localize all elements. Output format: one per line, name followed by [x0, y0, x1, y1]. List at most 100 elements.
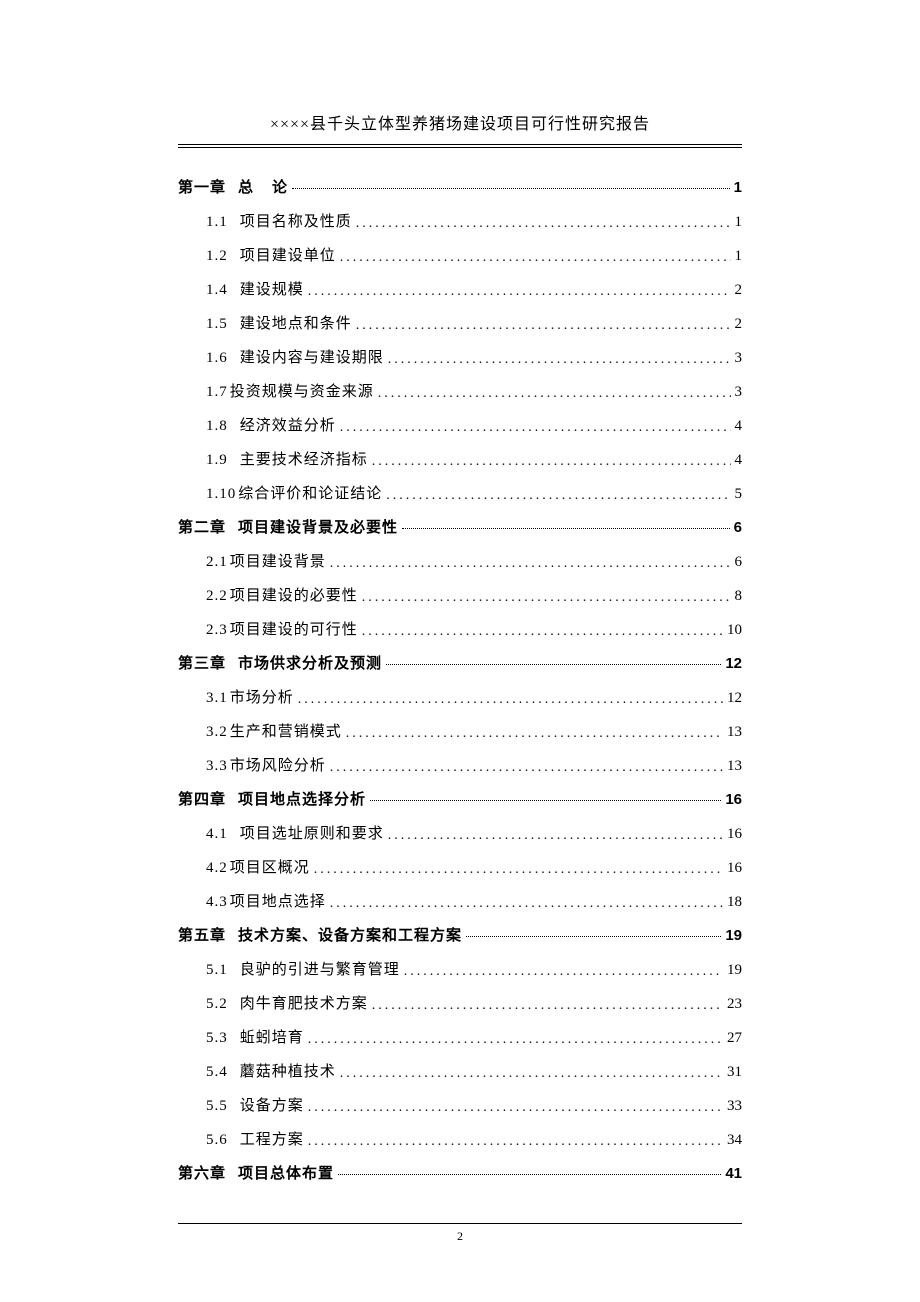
- toc-leader: [330, 760, 723, 776]
- toc-sub-label: 项目建设的可行性: [230, 618, 358, 639]
- toc-sub-number: 5.2: [206, 996, 228, 1013]
- table-of-contents: 第一章总论11.1项目名称及性质11.2项目建设单位11.4建设规模21.5建设…: [178, 176, 742, 1183]
- document-page: ××××县千头立体型养猪场建设项目可行性研究报告 第一章总论11.1项目名称及性…: [0, 0, 920, 1246]
- page-header-title: ××××县千头立体型养猪场建设项目可行性研究报告: [178, 110, 742, 148]
- toc-sub-entry: 4.2项目区概况16: [178, 856, 742, 877]
- toc-sub-number: 1.5: [206, 316, 228, 333]
- toc-sub-number: 5.3: [206, 1030, 228, 1047]
- toc-leader: [308, 284, 731, 300]
- toc-sub-number: 5.1: [206, 962, 228, 979]
- toc-sub-number: 5.4: [206, 1064, 228, 1081]
- toc-sub-entry: 5.1良驴的引进与繁育管理19: [178, 958, 742, 979]
- toc-leader: [356, 318, 731, 334]
- toc-sub-label: 项目区概况: [230, 856, 310, 877]
- toc-leader: [330, 556, 731, 572]
- toc-chapter-label: 技术方案、设备方案和工程方案: [238, 924, 462, 945]
- toc-sub-label: 市场风险分析: [230, 754, 326, 775]
- toc-sub-number: 2.1: [206, 554, 228, 571]
- toc-page-ref: 12: [725, 655, 742, 672]
- toc-sub-entry: 5.5设备方案33: [178, 1094, 742, 1115]
- toc-sub-label: 市场分析: [230, 686, 294, 707]
- toc-sub-entry: 3.1市场分析12: [178, 686, 742, 707]
- toc-sub-label: 综合评价和论证结论: [238, 482, 382, 503]
- toc-chapter-number: 第六章: [178, 1162, 226, 1183]
- toc-chapter-number: 第二章: [178, 516, 226, 537]
- toc-leader: [330, 896, 723, 912]
- toc-page-ref: 8: [735, 588, 743, 605]
- toc-sub-label: 主要技术经济指标: [240, 448, 368, 469]
- toc-sub-label: 蚯蚓培育: [240, 1026, 304, 1047]
- toc-page-ref: 18: [727, 894, 742, 911]
- toc-sub-number: 5.5: [206, 1098, 228, 1115]
- toc-page-ref: 23: [727, 996, 742, 1013]
- toc-sub-label: 投资规模与资金来源: [230, 380, 374, 401]
- toc-leader: [388, 828, 723, 844]
- toc-sub-label: 项目地点选择: [230, 890, 326, 911]
- toc-leader: [372, 998, 723, 1014]
- toc-page-ref: 6: [734, 519, 742, 536]
- toc-sub-number: 1.8: [206, 418, 228, 435]
- toc-sub-entry: 1.4建设规模2: [178, 278, 742, 299]
- toc-leader: [340, 250, 731, 266]
- toc-page-ref: 3: [735, 384, 743, 401]
- toc-sub-number: 3.3: [206, 758, 228, 775]
- toc-leader: [466, 936, 721, 937]
- toc-page-ref: 4: [735, 452, 743, 469]
- toc-sub-label: 建设规模: [240, 278, 304, 299]
- toc-sub-label: 项目建设的必要性: [230, 584, 358, 605]
- toc-chapter-entry: 第四章项目地点选择分析16: [178, 788, 742, 809]
- toc-leader: [404, 964, 723, 980]
- toc-sub-entry: 5.3蚯蚓培育27: [178, 1026, 742, 1047]
- toc-page-ref: 1: [734, 179, 742, 196]
- toc-page-ref: 12: [727, 690, 742, 707]
- toc-sub-number: 1.10: [206, 486, 236, 503]
- toc-leader: [356, 216, 731, 232]
- toc-leader: [362, 590, 731, 606]
- toc-sub-entry: 1.10综合评价和论证结论5: [178, 482, 742, 503]
- toc-chapter-entry: 第一章总论1: [178, 176, 742, 197]
- toc-sub-entry: 1.5 建设地点和条件 2: [178, 312, 742, 333]
- toc-sub-entry: 5.6工程方案34: [178, 1128, 742, 1149]
- toc-leader: [378, 386, 731, 402]
- toc-sub-label: 项目建设背景: [230, 550, 326, 571]
- toc-page-ref: 34: [727, 1132, 742, 1149]
- toc-sub-entry: 1.9主要技术经济指标4: [178, 448, 742, 469]
- toc-sub-entry: 5.2肉牛育肥技术方案23: [178, 992, 742, 1013]
- toc-page-ref: 2: [735, 316, 743, 333]
- toc-sub-number: 2.2: [206, 588, 228, 605]
- toc-sub-number: 1.2: [206, 248, 228, 265]
- toc-sub-entry: 4.3项目地点选择18: [178, 890, 742, 911]
- toc-chapter-number: 第一章: [178, 176, 226, 197]
- toc-sub-number: 1.7: [206, 384, 228, 401]
- toc-sub-label: 生产和营销模式: [230, 720, 342, 741]
- toc-sub-label: 建设地点和条件: [240, 312, 352, 333]
- toc-leader: [298, 692, 723, 708]
- toc-sub-entry: 1.8经济效益分析4: [178, 414, 742, 435]
- toc-chapter-entry: 第二章项目建设背景及必要性 6: [178, 516, 742, 537]
- toc-leader: [386, 664, 721, 665]
- toc-sub-entry: 2.3项目建设的可行性10: [178, 618, 742, 639]
- toc-page-ref: 41: [725, 1165, 742, 1182]
- toc-sub-number: 4.2: [206, 860, 228, 877]
- toc-chapter-entry: 第六章项目总体布置41: [178, 1162, 742, 1183]
- toc-leader: [308, 1134, 723, 1150]
- toc-leader: [340, 420, 731, 436]
- toc-sub-entry: 3.3市场风险分析 13: [178, 754, 742, 775]
- toc-page-ref: 16: [725, 791, 742, 808]
- toc-chapter-label: 项目地点选择分析: [238, 788, 366, 809]
- toc-page-ref: 13: [727, 758, 742, 775]
- toc-page-ref: 1: [735, 248, 743, 265]
- toc-sub-entry: 3.2生产和营销模式13: [178, 720, 742, 741]
- toc-sub-label: 设备方案: [240, 1094, 304, 1115]
- toc-leader: [386, 488, 730, 504]
- toc-sub-label: 项目建设单位: [240, 244, 336, 265]
- toc-sub-entry: 2.1项目建设背景6: [178, 550, 742, 571]
- toc-chapter-entry: 第三章市场供求分析及预测12: [178, 652, 742, 673]
- toc-chapter-entry: 第五章技术方案、设备方案和工程方案19: [178, 924, 742, 945]
- toc-sub-number: 3.2: [206, 724, 228, 741]
- toc-sub-label: 经济效益分析: [240, 414, 336, 435]
- toc-leader: [340, 1066, 723, 1082]
- toc-sub-number: 2.3: [206, 622, 228, 639]
- toc-sub-label: 建设内容与建设期限: [240, 346, 384, 367]
- toc-chapter-label: 项目建设背景及必要性: [238, 516, 398, 537]
